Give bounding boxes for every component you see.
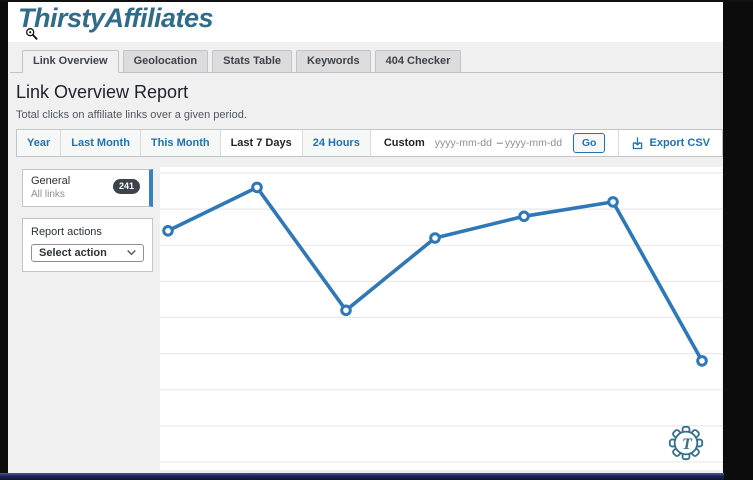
range-this-month[interactable]: This Month: [140, 130, 221, 156]
date-range-toolbar: Year Last Month This Month Last 7 Days 2…: [16, 129, 723, 157]
export-csv-button[interactable]: Export CSV: [618, 130, 722, 156]
report-tabs: Link Overview Geolocation Stats Table Ke…: [10, 50, 723, 73]
tab-keywords[interactable]: Keywords: [296, 50, 371, 73]
download-icon: [633, 136, 643, 149]
range-24-hours[interactable]: 24 Hours: [302, 130, 371, 156]
toolbar-spacer: [611, 130, 618, 156]
window-top-edge: [0, 0, 753, 2]
tab-geolocation[interactable]: Geolocation: [122, 50, 209, 73]
custom-range-label: Custom: [383, 137, 425, 149]
general-title: General: [31, 175, 71, 187]
chevron-down-icon: [127, 250, 136, 256]
date-to-input[interactable]: [504, 130, 565, 156]
thirstyaffiliates-logo: ThirstyAffiliates: [18, 3, 214, 33]
report-actions-label: Report actions: [31, 226, 102, 238]
go-button[interactable]: Go: [572, 133, 606, 153]
tab-stats-table[interactable]: Stats Table: [212, 50, 293, 73]
clicks-count-badge: 241: [112, 179, 140, 194]
general-links-item[interactable]: General All links 241: [22, 169, 153, 207]
range-last-7-days[interactable]: Last 7 Days: [220, 130, 303, 156]
page-subtitle: Total clicks on affiliate links over a g…: [16, 109, 247, 121]
svg-text:T: T: [682, 435, 693, 453]
range-last-month[interactable]: Last Month: [61, 130, 141, 156]
export-csv-label: Export CSV: [649, 137, 710, 149]
report-sidebar: General All links 241 Report actions Sel…: [22, 169, 153, 272]
main-content: ThirstyAffiliates Link Overview Geolocat…: [8, 2, 723, 473]
clicks-line-chart: [160, 167, 722, 470]
window-left-edge: [0, 0, 8, 473]
tab-link-overview[interactable]: Link Overview: [22, 50, 119, 73]
report-action-select[interactable]: Select action: [31, 244, 144, 262]
window-right-edge: [723, 0, 753, 480]
date-from-input[interactable]: [434, 130, 495, 156]
tab-404-checker[interactable]: 404 Checker: [374, 50, 462, 73]
taskbar-strip: [0, 473, 724, 480]
general-subtitle: All links: [31, 189, 65, 200]
magnifier-icon: [26, 28, 38, 40]
report-actions-card: Report actions Select action: [22, 218, 153, 272]
range-year[interactable]: Year: [17, 130, 62, 156]
date-range-separator: –: [496, 137, 503, 149]
clicks-chart-svg: [160, 172, 722, 463]
plugin-header: ThirstyAffiliates: [8, 2, 723, 42]
page-title: Link Overview Report: [16, 82, 189, 102]
thirstyaffiliates-gear-logo: T: [668, 425, 704, 461]
report-action-selected-value: Select action: [39, 247, 107, 259]
